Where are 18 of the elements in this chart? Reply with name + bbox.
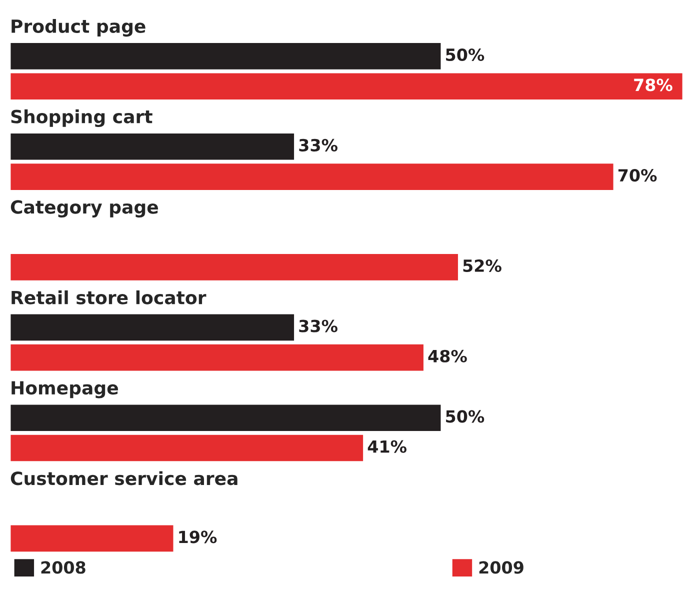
data-label: 70% [618,169,657,182]
y-tick-label: Homepage [12,381,118,398]
data-label: 33% [299,138,338,152]
legend-label: 2008 [41,561,86,574]
data-label: 41% [368,440,406,453]
y-tick-label: Retail store locator [12,290,206,304]
data-label: 19% [179,530,217,544]
data-label: 78% [634,78,672,92]
data-label: 52% [463,259,502,272]
legend-label: 2009 [479,561,524,574]
y-tick-label: Category page [10,200,158,218]
data-label: 33% [299,320,338,332]
y-tick-label: Customer service area [10,471,238,486]
y-tick-label: Product page [12,19,146,37]
data-label: 50% [446,410,484,423]
data-label: 48% [428,350,467,362]
data-label: 50% [446,48,484,62]
y-tick-label: Shopping cart [11,109,152,128]
